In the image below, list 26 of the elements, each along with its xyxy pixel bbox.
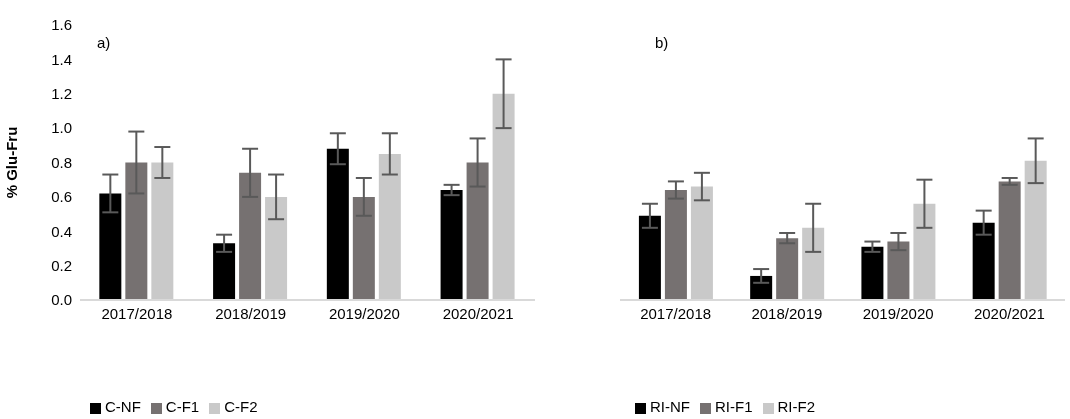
x-tick-label: 2020/2021 xyxy=(973,304,1045,322)
x-tick-label: 2017/2018 xyxy=(640,304,712,322)
y-tick-label: 0.6 xyxy=(51,188,72,206)
y-tick-label: 0.8 xyxy=(51,153,72,171)
y-tick-label: 1.6 xyxy=(51,16,72,34)
y-tick-label: 1.0 xyxy=(51,119,72,137)
legend-label: RI-NF xyxy=(650,398,690,415)
legend-label: C-F1 xyxy=(165,398,200,415)
annotation: a) xyxy=(97,34,111,51)
x-tick-label: 2020/2021 xyxy=(442,304,514,322)
legend-label: RI-F2 xyxy=(777,398,815,415)
annotation: b) xyxy=(655,34,669,51)
legend-label: C-NF xyxy=(105,398,141,415)
y-axis-title: % Glu-Fru xyxy=(3,126,21,199)
x-tick-label: 2018/2019 xyxy=(751,304,823,322)
legend-label: RI-F1 xyxy=(715,398,753,415)
y-tick-label: 1.4 xyxy=(51,50,72,68)
x-tick-label: 2019/2020 xyxy=(862,304,934,322)
y-tick-label: 0.2 xyxy=(51,256,72,274)
y-tick-label: 1.2 xyxy=(51,85,72,103)
x-tick-label: 2018/2019 xyxy=(215,304,287,322)
legend-label: C-F2 xyxy=(224,398,258,415)
y-tick-label: 0.0 xyxy=(51,291,72,309)
x-tick-label: 2017/2018 xyxy=(101,304,173,322)
x-tick-label: 2019/2020 xyxy=(328,304,400,322)
y-tick-label: 0.4 xyxy=(51,222,72,240)
